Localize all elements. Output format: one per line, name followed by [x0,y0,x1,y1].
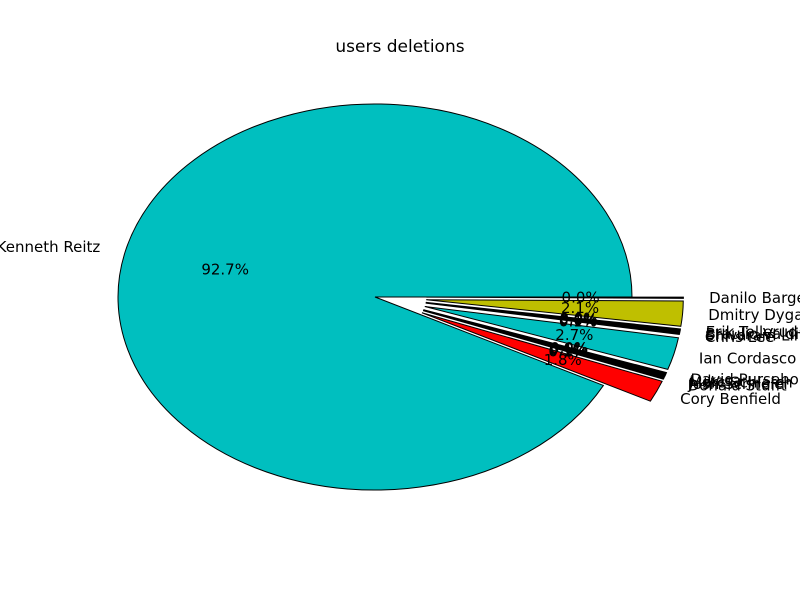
slice-name-label: Kenneth Reitz [0,238,100,256]
slice-name-label: Cory Benfield [680,390,781,408]
slice-name-label: Chris Lee [705,328,774,346]
pie-slices [117,103,684,491]
slice-percent-label: 0.0% [559,312,597,330]
slice-name-label: Lukasa [690,372,742,390]
slice-percent-label: 2.1% [561,299,599,317]
slice-percent-label: 0.0% [550,340,588,358]
pie-slice-ian-cordasco [424,305,680,370]
slice-percent-label: 0.0% [562,288,600,306]
pie-slice-danilo-bargen [426,296,684,299]
slice-percent-label: 0.1% [549,341,587,359]
slice-percent-label: 0.0% [560,310,598,328]
slice-name-label: David Pursehouse [691,371,800,389]
pie-slice-erik-tollerud [425,301,682,331]
chart-title: users deletions [335,37,464,57]
pie-labels: Kenneth Reitz 92.7% Cory Benfield 1.8% Donal… [0,238,800,408]
slice-percent-label: 0.1% [549,342,587,360]
slice-name-label: Marc Schlaich [689,373,793,391]
pie-slice-david-pursehouse [423,309,668,375]
pie-slice-cory-benfield [421,312,663,402]
slice-percent-label: 0.1% [548,342,586,360]
slice-name-label: Josh Schneier [687,375,790,393]
slice-percent-label: 2.7% [555,326,593,344]
slice-name-label: Dmitry Dygalo [708,306,800,324]
pie-slice-kenneth-reitz [117,103,633,491]
slice-name-label: Braulio Valdivielso [705,325,800,343]
slice-name-label: Shivaram Lingamneni [705,326,800,344]
slice-name-label: Danilo Bargen [709,289,800,307]
slice-name-label: Donald Stufft [688,376,787,394]
pie-slice-dmitry-dygalo [426,299,684,327]
slice-percent-label: 0.0% [550,339,588,357]
slice-name-label: Erik Tollerud [706,323,798,341]
slice-name-label: Ian Cordasco [699,349,796,367]
slice-percent-label: 0.0% [559,311,597,329]
slice-percent-label: 1.8% [544,351,582,369]
slice-percent-label: 92.7% [201,261,249,279]
slice-percent-label: 0.1% [559,313,597,331]
